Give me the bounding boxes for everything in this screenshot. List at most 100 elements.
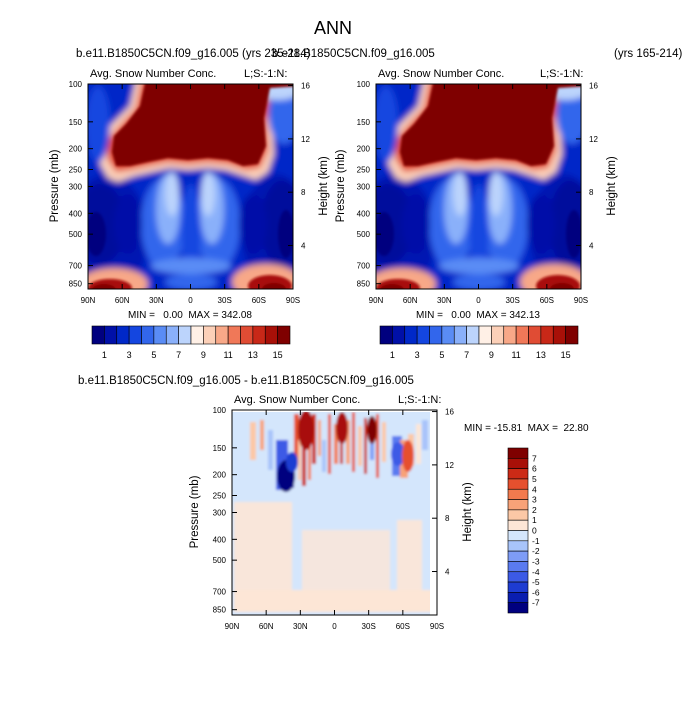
colorbar-swatch: [507, 458, 529, 469]
left-ylabel-right: Height (km): [318, 156, 330, 216]
colorbar-swatch: [252, 325, 266, 345]
diff-heatmap-field: [232, 410, 437, 615]
colorbar-label: 15: [273, 350, 283, 360]
colorbar-label: 11: [223, 350, 232, 360]
left-axes: 90N 60N 30N 0 30S 60S 90S 100 150 200 250 300 400 500…: [69, 80, 311, 305]
colorbar-label: 3: [532, 495, 537, 505]
colorbar-swatch: [507, 581, 529, 593]
diff-minmax: MIN = -15.81 MAX = 22.80: [464, 423, 589, 434]
colorbar-swatch: [565, 325, 579, 345]
colorbar-label: 4: [532, 484, 537, 494]
right-plot-title: Avg. Snow Number Conc.: [378, 68, 504, 80]
right-ylabel-right: Height (km): [606, 156, 618, 216]
colorbar-label: 13: [536, 350, 546, 360]
colorbar-swatch: [507, 571, 529, 583]
x-tick-label: 90N: [81, 296, 96, 305]
colorbar-label: 1: [390, 350, 395, 360]
height-tick-label: 12: [589, 135, 598, 144]
colorbar-swatch: [507, 540, 529, 552]
y-tick-label: 400: [357, 209, 371, 218]
diff-plot-title: Avg. Snow Number Conc.: [234, 394, 360, 406]
colorbar-label: 15: [561, 350, 571, 360]
x-tick-label: 30N: [437, 296, 452, 305]
y-tick-label: 300: [213, 509, 227, 518]
colorbar-label: 5: [439, 350, 444, 360]
height-tick-label: 4: [301, 242, 306, 251]
colorbar-label: -7: [532, 598, 540, 608]
colorbar-label: 9: [201, 350, 206, 360]
colorbar-swatch: [507, 550, 529, 562]
colorbar-swatch: [507, 530, 529, 542]
difference-heatmap-panel: Avg. Snow Number Conc. L;S:-1:N: Pressur…: [189, 394, 589, 631]
colorbar-swatch: [240, 325, 254, 345]
colorbar-label: 9: [489, 350, 494, 360]
x-tick-label: 60S: [252, 296, 266, 305]
height-tick-label: 8: [589, 188, 594, 197]
x-tick-label: 90S: [286, 296, 300, 305]
left-minmax: MIN = 0.00 MAX = 342.08: [128, 310, 252, 321]
left-heatmap-field: [88, 84, 293, 289]
x-tick-label: 60N: [403, 296, 418, 305]
colorbar-swatch: [429, 325, 443, 345]
colorbar-label: 7: [464, 350, 469, 360]
colorbar-label: 1: [102, 350, 107, 360]
y-tick-label: 400: [213, 535, 227, 544]
height-tick-label: 8: [445, 514, 450, 523]
y-tick-label: 500: [357, 230, 371, 239]
y-tick-label: 850: [357, 280, 371, 289]
diff-ylabel: Pressure (mb): [189, 475, 201, 548]
colorbar-label: -5: [532, 577, 540, 587]
colorbar-swatch: [507, 447, 529, 459]
y-tick-label: 300: [69, 183, 83, 192]
colorbar-swatch: [507, 478, 529, 490]
height-tick-label: 16: [445, 408, 454, 417]
y-tick-label: 150: [213, 444, 227, 453]
colorbar-swatch: [507, 509, 529, 521]
height-tick-label: 4: [589, 242, 594, 251]
colorbar-swatch: [215, 325, 229, 345]
colorbar-swatch: [507, 468, 529, 480]
height-tick-label: 4: [445, 568, 450, 577]
y-tick-label: 500: [69, 230, 83, 239]
left-plot-title: Avg. Snow Number Conc.: [90, 68, 216, 80]
right-corner-label: L;S:-1:N:: [540, 68, 583, 80]
right-minmax: MIN = 0.00 MAX = 342.13: [416, 310, 540, 321]
diff-corner-label: L;S:-1:N:: [398, 394, 441, 406]
colorbar-label: 1: [532, 515, 537, 525]
x-tick-label: 0: [332, 622, 337, 631]
colorbar-swatch: [466, 325, 480, 345]
right-colorbar: 1 3 5 7 9 11 13 15: [379, 325, 579, 360]
y-tick-label: 200: [357, 145, 371, 154]
right-panel-years: (yrs 165-214): [614, 48, 683, 60]
height-tick-label: 12: [445, 461, 454, 470]
colorbar-label: -2: [532, 546, 540, 556]
colorbar-swatch: [264, 325, 278, 345]
left-heatmap-panel: Avg. Snow Number Conc. L;S:-1:N: Pressur…: [49, 68, 330, 321]
colorbar-swatch: [540, 325, 554, 345]
colorbar-swatch: [404, 325, 418, 345]
colorbar-label: 5: [532, 474, 537, 484]
colorbar-swatch: [277, 325, 291, 345]
colorbar-swatch: [141, 325, 155, 345]
y-tick-label: 500: [213, 556, 227, 565]
colorbar-swatch: [552, 325, 566, 345]
y-tick-label: 250: [69, 165, 83, 174]
colorbar-swatch: [478, 325, 492, 345]
colorbar-swatch: [153, 325, 167, 345]
right-axes: 90N 60N 30N 0 30S 60S 90S 100 150 200 250 300 400 500…: [357, 80, 599, 305]
x-tick-label: 90S: [430, 622, 444, 631]
colorbar-swatch: [453, 325, 467, 345]
colorbar-swatch: [392, 325, 406, 345]
x-tick-label: 90S: [574, 296, 588, 305]
y-tick-label: 200: [213, 471, 227, 480]
x-tick-label: 60S: [396, 622, 410, 631]
y-tick-label: 700: [357, 262, 371, 271]
colorbar-label: -3: [532, 556, 540, 566]
x-tick-label: 90N: [225, 622, 240, 631]
height-tick-label: 12: [301, 135, 310, 144]
colorbar-swatch: [190, 325, 204, 345]
x-tick-label: 0: [188, 296, 193, 305]
y-tick-label: 200: [69, 145, 83, 154]
left-ylabel: Pressure (mb): [49, 149, 61, 222]
